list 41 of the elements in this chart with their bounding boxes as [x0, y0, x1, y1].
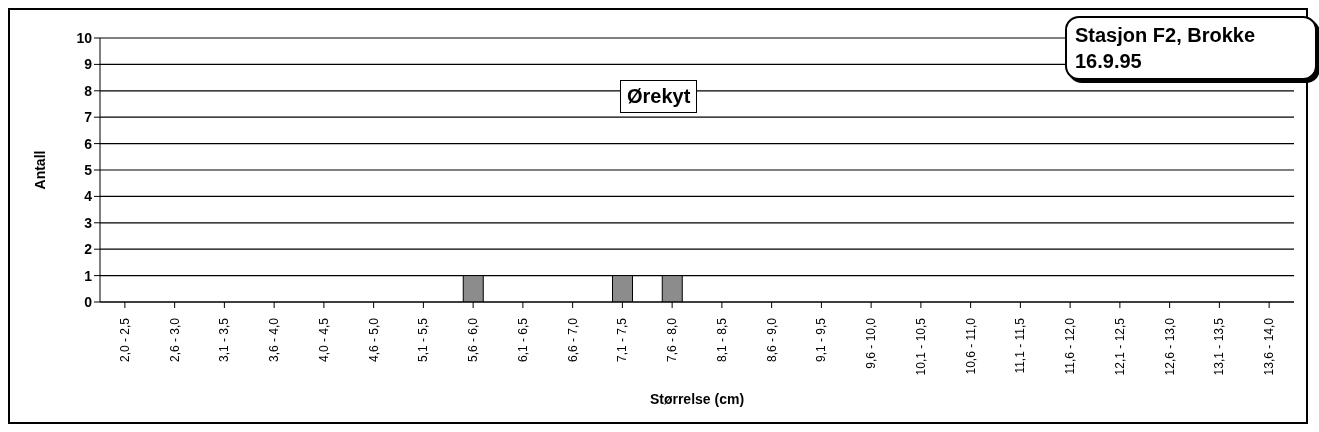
x-tick-label: 5,1 - 5,5	[416, 317, 431, 363]
title-box: Ørekyt	[620, 80, 698, 113]
note-box: Stasjon F2, Brokke 16.9.95	[1065, 16, 1317, 80]
x-tick-label: 5,6 - 6,0	[466, 317, 481, 363]
y-tick-label: 0	[84, 293, 93, 310]
x-tick-label: 10,6 - 11,0	[963, 317, 978, 375]
x-tick-label: 8,6 - 9,0	[764, 317, 779, 363]
x-tick-label: 9,1 - 9,5	[814, 317, 829, 363]
x-tick-label: 11,1 - 11,5	[1013, 317, 1028, 374]
x-tick-label: 6,1 - 6,5	[515, 317, 530, 363]
y-tick-label: 4	[84, 188, 93, 205]
x-tick-label: 8,1 - 8,5	[714, 317, 729, 363]
x-tick-label: 4,0 - 4,5	[316, 317, 331, 363]
x-tick-label: 7,6 - 8,0	[665, 317, 680, 363]
x-tick-label: 12,1 - 12,5	[1112, 317, 1127, 376]
y-tick-label: 10	[76, 29, 93, 46]
y-tick-label: 1	[84, 267, 93, 284]
x-tick-label: 6,6 - 7,0	[565, 317, 580, 363]
y-axis-title: Antall	[31, 150, 48, 190]
y-tick-label: 9	[84, 56, 93, 73]
y-tick-label: 3	[84, 214, 93, 231]
y-tick-label: 7	[84, 109, 93, 126]
x-tick-label: 11,6 - 12,0	[1063, 317, 1078, 375]
x-tick-label: 3,1 - 3,5	[217, 317, 232, 363]
x-tick-label: 9,6 - 10,0	[864, 317, 879, 369]
x-tick-label: 13,1 - 13,5	[1212, 317, 1227, 376]
y-tick-label: 8	[84, 82, 93, 99]
x-tick-label: 2,0 - 2,5	[117, 317, 132, 363]
x-tick-label: 13,6 - 14,0	[1262, 317, 1277, 376]
x-tick-label: 2,6 - 3,0	[167, 317, 182, 363]
x-tick-label: 10,1 - 10,5	[913, 317, 928, 376]
x-axis-title: Størrelse (cm)	[649, 391, 745, 407]
x-tick-label: 12,6 - 13,0	[1162, 317, 1177, 376]
y-tick-label: 6	[84, 135, 93, 152]
x-tick-label: 4,6 - 5,0	[366, 317, 381, 363]
x-tick-label: 7,1 - 7,5	[615, 317, 630, 363]
x-tick-label: 3,6 - 4,0	[267, 317, 282, 363]
y-tick-label: 5	[84, 161, 93, 178]
annotation: Stasjon F2, Brokke	[1075, 23, 1257, 48]
y-tick-label: 2	[84, 241, 93, 258]
annotation: 16.9.95	[1075, 49, 1143, 74]
